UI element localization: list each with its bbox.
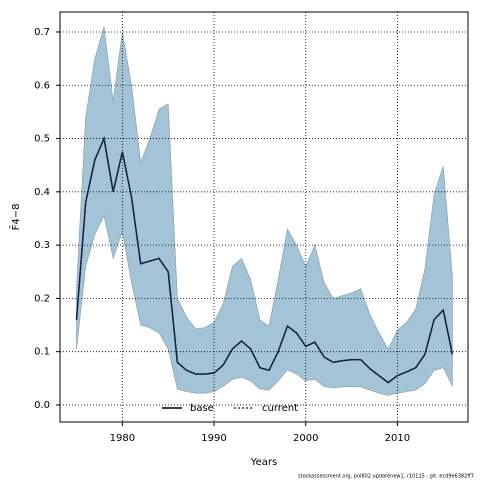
y-axis-label: F̄4−8 bbox=[9, 204, 22, 231]
y-tick-label: 0.0 bbox=[34, 400, 50, 411]
footnote: stockassessment.org, pol802 updatenew1, … bbox=[298, 474, 474, 480]
y-tick-label: 0.3 bbox=[34, 240, 50, 251]
y-tick-label: 0.4 bbox=[34, 187, 50, 198]
confidence-band bbox=[76, 26, 453, 396]
x-tick-label: 1980 bbox=[110, 433, 135, 444]
legend-label: current bbox=[262, 403, 298, 414]
x-tick-label: 2000 bbox=[293, 433, 318, 444]
x-tick-label: 1990 bbox=[201, 433, 226, 444]
y-tick-label: 0.5 bbox=[34, 134, 50, 145]
line-current bbox=[75, 135, 454, 384]
plot-frame bbox=[59, 11, 469, 423]
legend-label: base bbox=[190, 403, 214, 414]
x-tick-label: 2010 bbox=[385, 433, 410, 444]
y-tick-label: 0.1 bbox=[34, 347, 50, 358]
y-tick-label: 0.7 bbox=[34, 27, 50, 38]
x-axis-label: Years bbox=[250, 457, 277, 468]
y-tick-label: 0.6 bbox=[34, 80, 50, 91]
y-tick-label: 0.2 bbox=[34, 293, 50, 304]
